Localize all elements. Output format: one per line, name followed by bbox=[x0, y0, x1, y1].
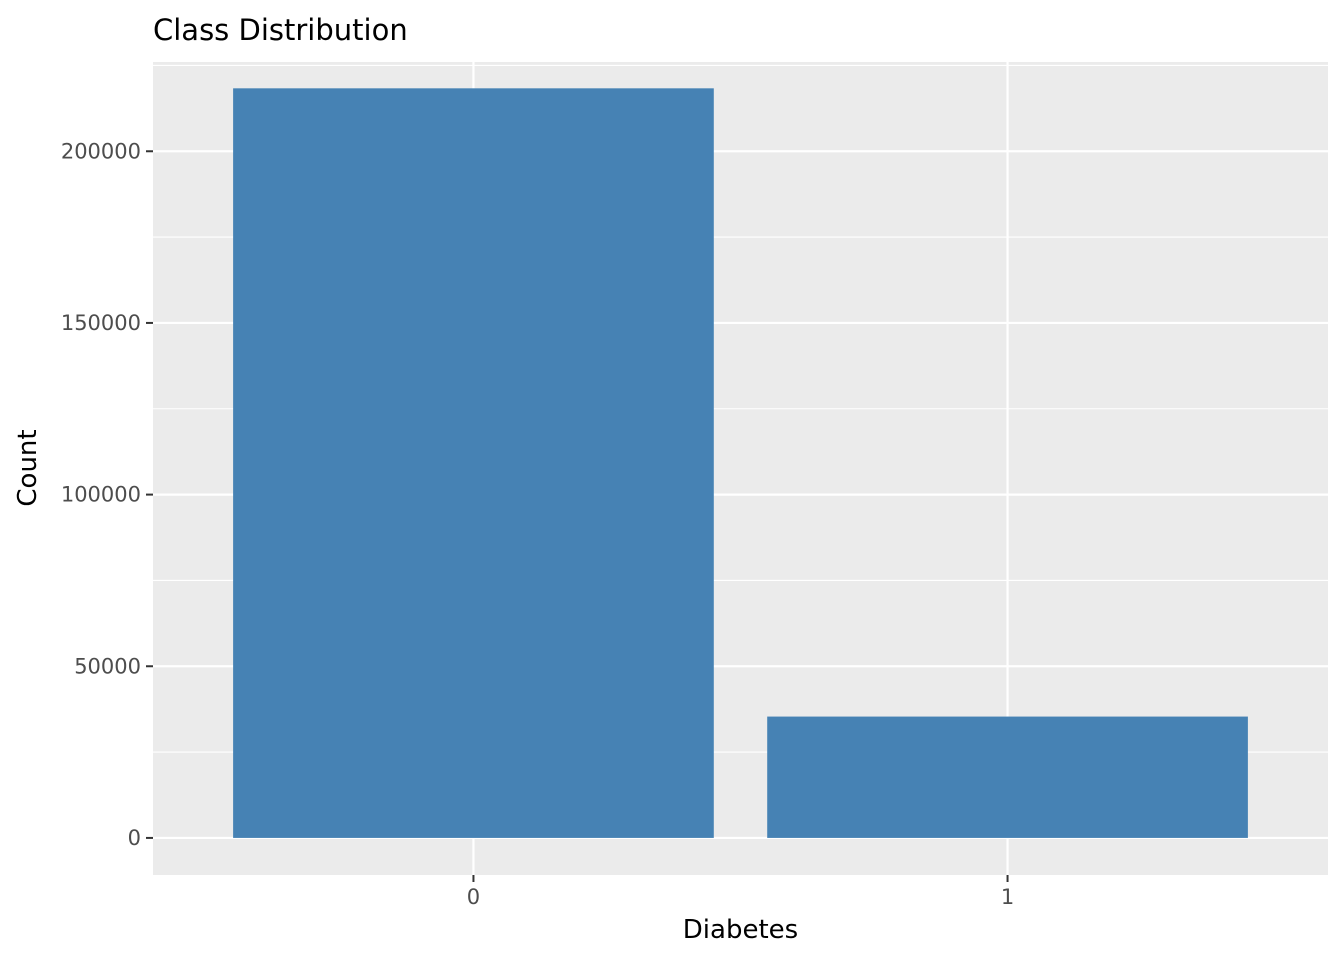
bars bbox=[233, 88, 1248, 838]
y-tick-label: 0 bbox=[128, 826, 141, 850]
bar-0 bbox=[233, 88, 714, 838]
x-tick-label: 1 bbox=[1001, 885, 1014, 909]
y-axis-title: Count bbox=[13, 429, 43, 506]
y-tick-label: 200000 bbox=[61, 139, 141, 163]
chart-title: Class Distribution bbox=[153, 13, 408, 47]
y-axis: 0 50000 100000 150000 200000 bbox=[61, 139, 153, 850]
y-tick-label: 100000 bbox=[61, 483, 141, 507]
x-tick-label: 0 bbox=[467, 885, 480, 909]
y-tick-label: 150000 bbox=[61, 311, 141, 335]
y-tick-label: 50000 bbox=[74, 654, 141, 678]
x-axis-title: Diabetes bbox=[683, 915, 798, 945]
bar-1 bbox=[767, 716, 1248, 838]
